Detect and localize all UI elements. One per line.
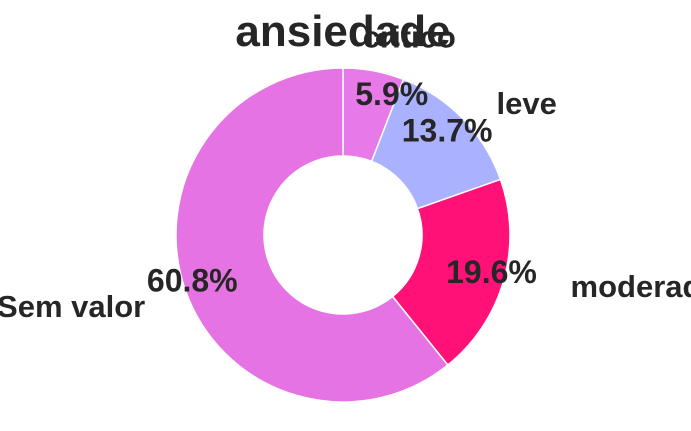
- pct-label-moderado: 19.6%: [446, 254, 537, 290]
- slice-moderado: [391, 178, 511, 367]
- pct-label-critico: 5.9%: [355, 76, 428, 112]
- donut-slices: [175, 67, 511, 403]
- pct-label-leve: 13.7%: [402, 113, 493, 149]
- slice-sem-valor: [175, 67, 449, 403]
- chart-title: ansiedade: [235, 7, 450, 56]
- donut-labels: 5.9% critico 13.7%leve 19.6% moderado 60.8%Se…: [0, 20, 691, 324]
- category-label-sem-valor: Sem valor: [0, 289, 145, 324]
- pct-label-sem-valor: 60.8%: [147, 263, 238, 299]
- category-label-critico: critico: [363, 20, 456, 55]
- category-label-moderado: moderado: [571, 269, 691, 304]
- category-label-leve: leve: [496, 86, 556, 121]
